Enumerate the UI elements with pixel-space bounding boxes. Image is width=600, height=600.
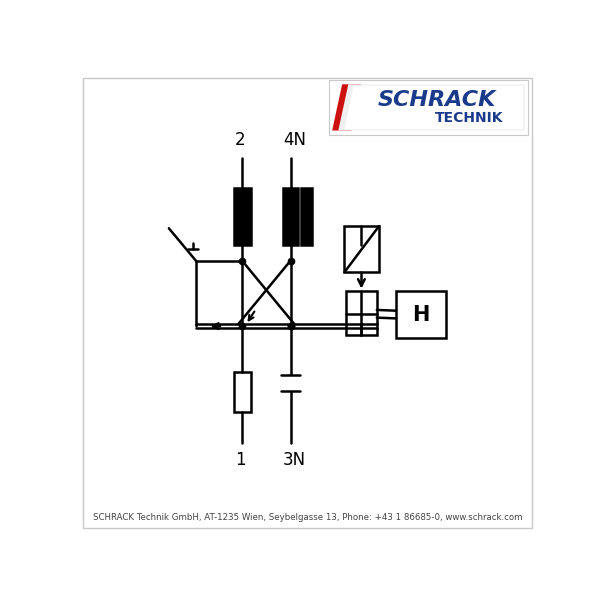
Text: SCHRACK Technik GmbH, AT-1235 Wien, Seybelgasse 13, Phone: +43 1 86685-0, www.sc: SCHRACK Technik GmbH, AT-1235 Wien, Seyb… bbox=[93, 512, 522, 521]
Bar bbox=[329, 80, 528, 135]
Text: 3N: 3N bbox=[283, 451, 306, 469]
Bar bbox=[283, 187, 290, 245]
Text: H: H bbox=[412, 305, 430, 325]
Text: SCHRACK: SCHRACK bbox=[377, 90, 496, 110]
Text: 4N: 4N bbox=[283, 131, 306, 149]
Polygon shape bbox=[344, 86, 523, 129]
Bar bbox=[396, 292, 446, 338]
Bar bbox=[292, 187, 298, 245]
Bar bbox=[344, 226, 379, 272]
Bar bbox=[346, 292, 377, 335]
Bar bbox=[233, 372, 251, 412]
Polygon shape bbox=[338, 85, 524, 131]
Bar bbox=[233, 187, 251, 245]
Text: 2: 2 bbox=[235, 131, 246, 149]
Text: 1: 1 bbox=[235, 451, 246, 469]
Polygon shape bbox=[332, 85, 361, 131]
Bar bbox=[301, 187, 312, 245]
Text: TECHNIK: TECHNIK bbox=[435, 111, 503, 125]
